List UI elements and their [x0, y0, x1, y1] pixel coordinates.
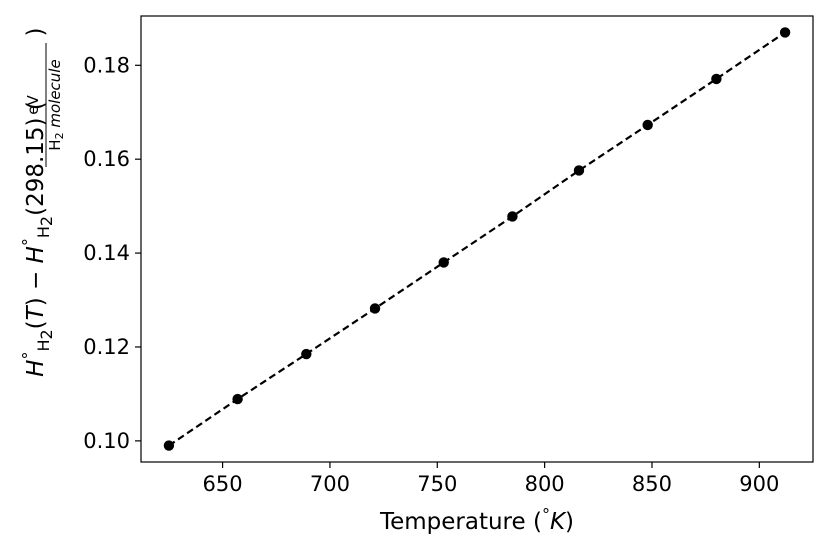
data-point — [507, 211, 518, 222]
data-point — [573, 165, 585, 176]
x-tick-label: 650 — [203, 472, 243, 496]
x-tick-label: 800 — [525, 472, 565, 496]
data-point — [438, 257, 449, 268]
x-tick-label: 850 — [632, 472, 672, 496]
svg-text:H2 molecule: H2 molecule — [46, 59, 66, 150]
y-tick-label: 0.12 — [83, 335, 130, 359]
x-tick-label: 700 — [310, 472, 350, 496]
y-axis-label: H°H2(T) − H°H2(298.15) ( — [19, 101, 56, 377]
data-point — [232, 393, 243, 405]
x-tick-label: 750 — [417, 472, 457, 496]
data-point — [779, 27, 791, 38]
dashed-series-line — [168, 31, 786, 447]
svg-text:eV: eV — [24, 95, 42, 115]
data-point — [301, 348, 312, 360]
data-point — [369, 303, 381, 314]
data-point — [642, 119, 653, 131]
y-axis: 0.10 0.12 0.14 0.16 0.18 — [83, 53, 141, 453]
data-points — [163, 27, 791, 451]
y-tick-label: 0.10 — [83, 429, 130, 453]
y-axis-label-close: ) — [23, 28, 49, 37]
x-axis: 650 700 750 800 850 900 — [203, 462, 779, 496]
y-axis-unit-fraction: eV H2 molecule — [24, 43, 66, 167]
x-tick-label: 900 — [739, 472, 779, 496]
y-tick-label: 0.18 — [83, 53, 130, 77]
y-tick-label: 0.16 — [83, 147, 130, 171]
x-axis-label: Temperature (°K) — [379, 505, 574, 535]
plot-frame — [140, 15, 814, 463]
y-tick-label: 0.14 — [83, 241, 130, 265]
svg-text:H°H2(T) − H°H2(298.15) (: H°H2(T) − H°H2(298.15) ( — [19, 101, 56, 377]
data-point — [163, 440, 175, 451]
data-point — [711, 73, 722, 85]
